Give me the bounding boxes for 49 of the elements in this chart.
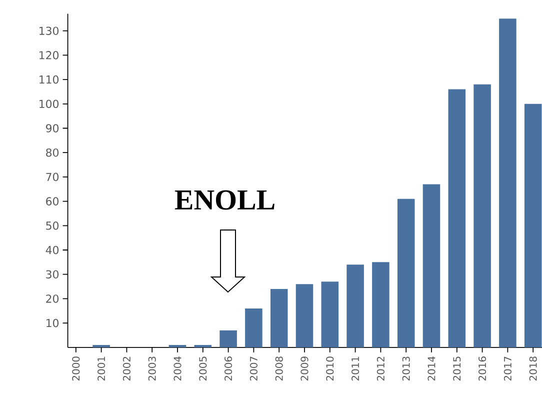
bar (194, 344, 212, 348)
bar (346, 264, 364, 348)
y-tick-label: 120 (40, 51, 59, 60)
y-tick-label: 90 (46, 124, 59, 132)
y-tick-label: 80 (46, 148, 59, 157)
y-tick-label: 20 (46, 294, 59, 303)
x-tick-label: 2009 (300, 356, 308, 381)
bar (168, 344, 186, 348)
y-tick-label: 30 (46, 270, 59, 278)
bar (321, 282, 339, 348)
x-tick-label: 2012 (376, 356, 384, 381)
x-tick-label: 2010 (326, 356, 334, 381)
x-tick-label: 2003 (148, 356, 156, 381)
bar (296, 284, 314, 348)
x-tick-label: 2000 (72, 356, 80, 381)
x-tick-label: 2017 (504, 356, 512, 381)
x-tick-label: 2013 (402, 356, 410, 381)
x-tick-label: 2001 (98, 356, 106, 381)
bar (422, 184, 440, 348)
bar (270, 288, 288, 348)
bar (499, 18, 516, 348)
bar (397, 198, 415, 348)
bar (524, 104, 542, 348)
y-tick-label: 40 (46, 246, 59, 254)
x-tick-label: 2011 (352, 356, 360, 381)
y-tick-label: 100 (40, 100, 59, 108)
x-tick-label: 2016 (478, 356, 486, 381)
y-tick-label: 50 (46, 222, 59, 230)
x-tick-label: 2002 (122, 356, 130, 381)
bar (448, 89, 466, 348)
x-tick-label: 2008 (275, 356, 283, 381)
bar (372, 262, 390, 348)
bar (245, 308, 262, 348)
bar (474, 84, 491, 348)
y-tick-label: 110 (40, 75, 59, 84)
x-tick-label: 2006 (224, 356, 232, 381)
x-tick-label: 2015 (453, 356, 461, 381)
x-tick-label: 2018 (529, 356, 537, 381)
annotation: ENOLL (174, 190, 274, 210)
x-tick-label: 2007 (250, 356, 258, 381)
y-tick-label: 130 (40, 26, 59, 35)
x-tick-label: 2004 (174, 356, 182, 381)
x-tick-label: 2005 (199, 356, 207, 381)
y-tick-label: 60 (46, 197, 59, 206)
y-tick-label: 70 (46, 172, 59, 182)
bar (92, 344, 110, 348)
x-tick-label: 2014 (428, 356, 436, 381)
y-tick-label: 10 (46, 318, 59, 328)
bar (220, 330, 237, 348)
